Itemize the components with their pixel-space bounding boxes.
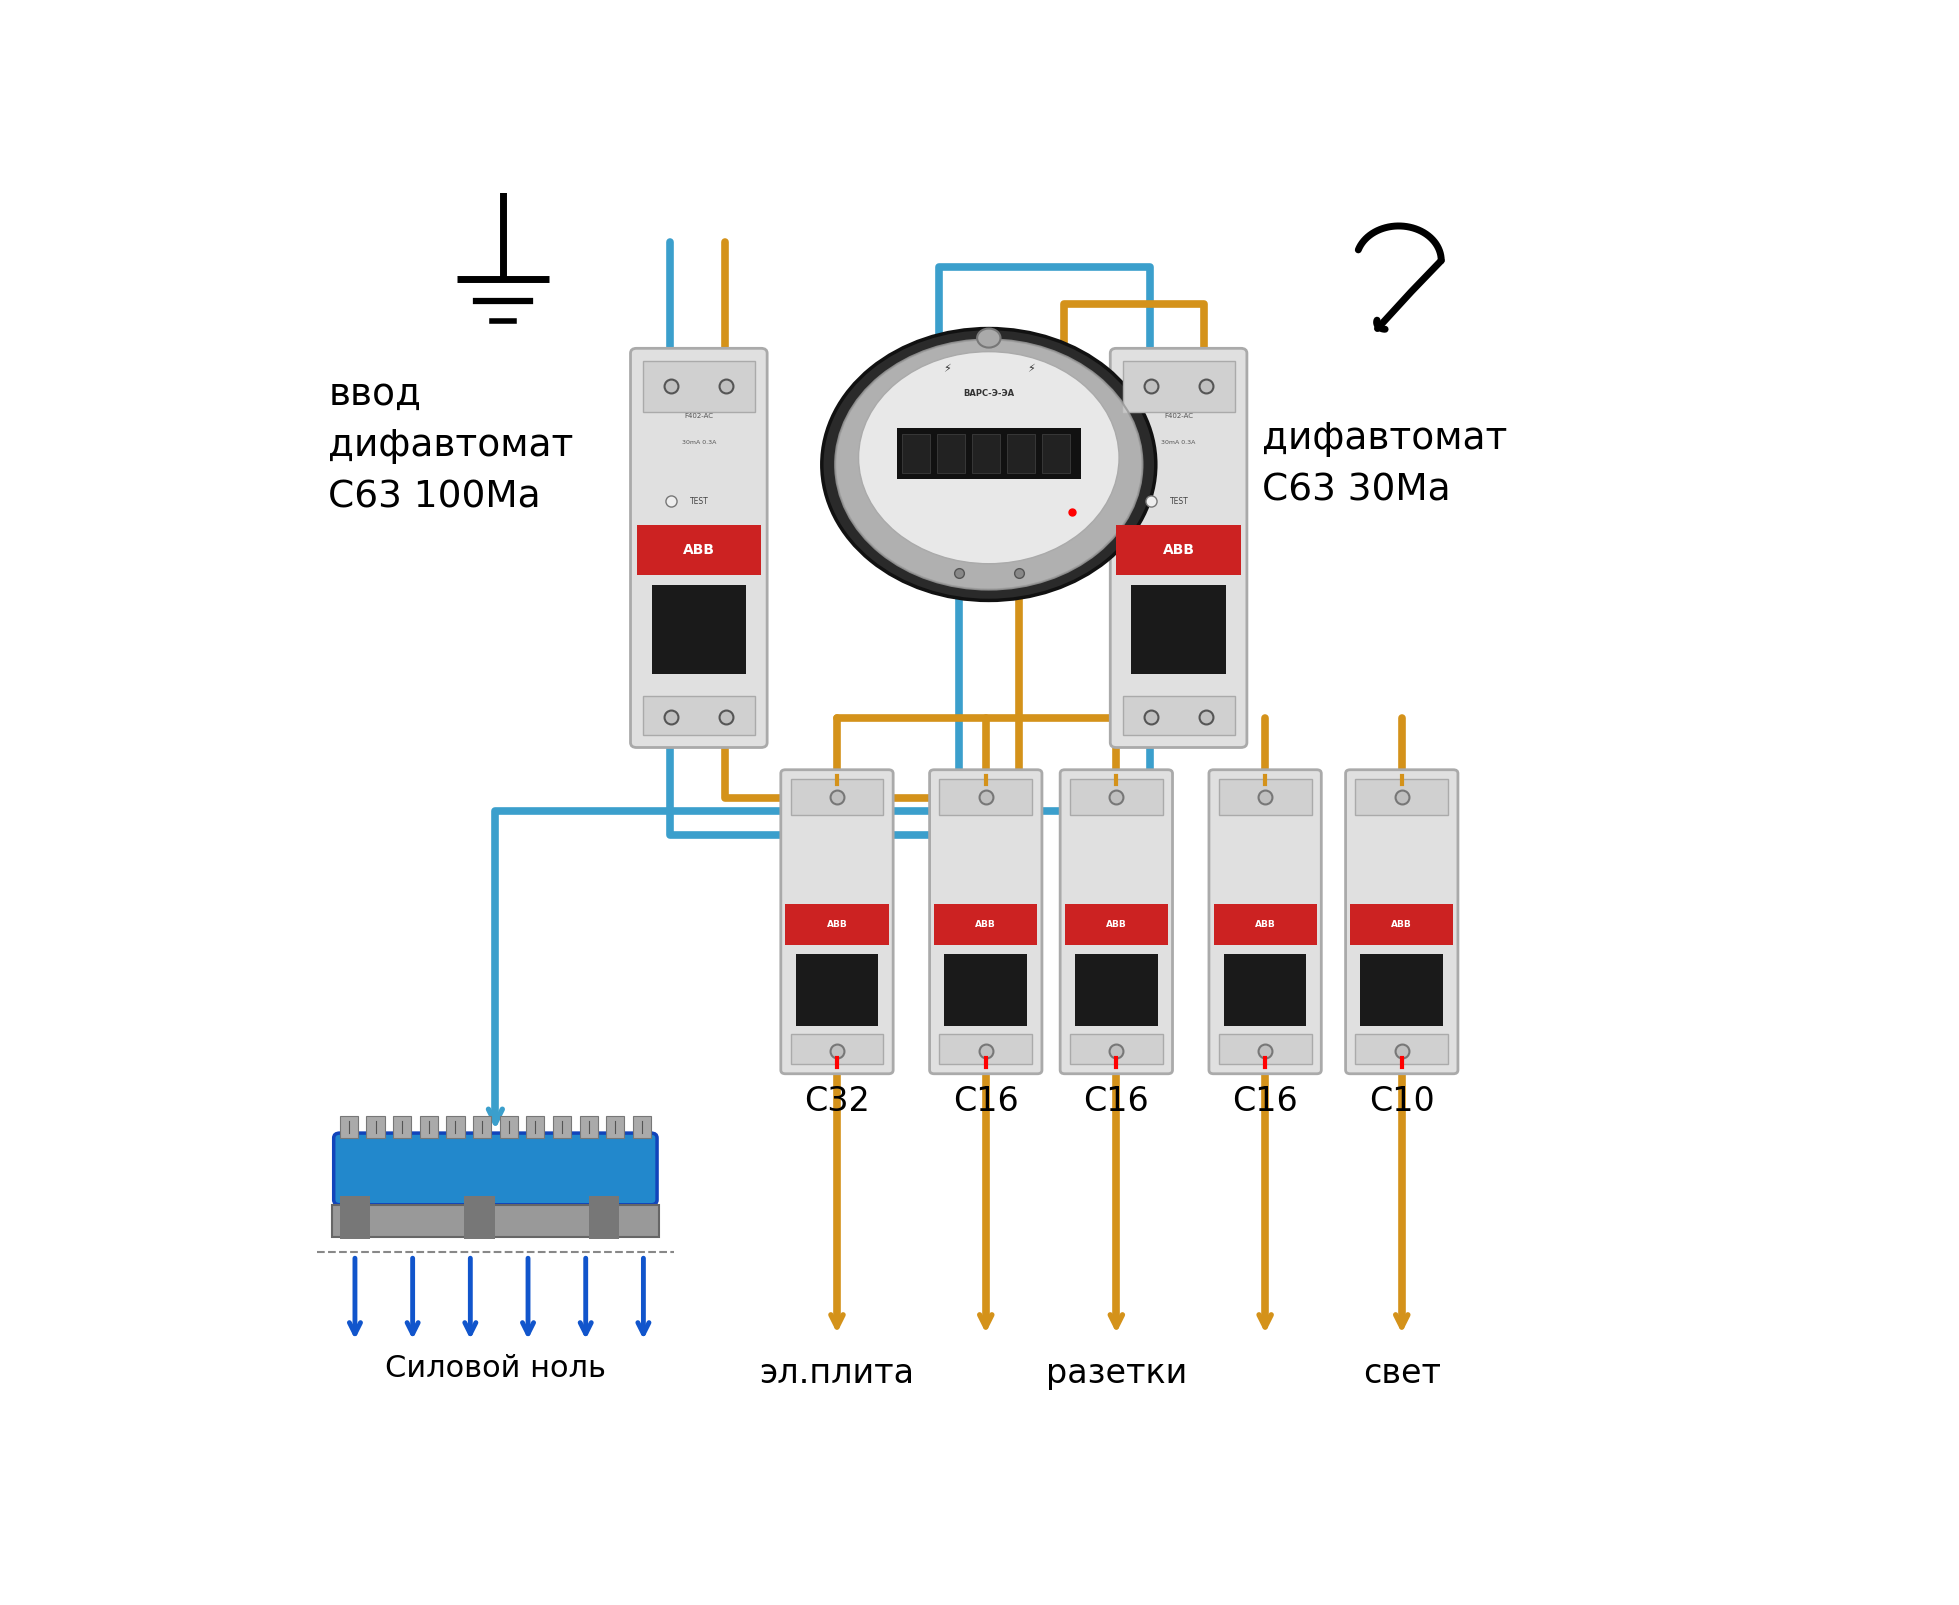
Bar bbox=[1218, 780, 1313, 815]
Bar bbox=[791, 780, 884, 815]
Text: ABB: ABB bbox=[1256, 920, 1275, 929]
Text: разетки: разетки bbox=[1046, 1356, 1187, 1390]
Text: Силовой ноль: Силовой ноль bbox=[384, 1355, 605, 1384]
Bar bbox=[366, 1115, 384, 1138]
Text: С10: С10 bbox=[1369, 1085, 1434, 1119]
Bar bbox=[1066, 904, 1168, 945]
FancyBboxPatch shape bbox=[1209, 770, 1320, 1074]
FancyBboxPatch shape bbox=[1346, 770, 1457, 1074]
Bar bbox=[938, 1035, 1032, 1064]
Bar bbox=[464, 1196, 494, 1239]
Text: ABB: ABB bbox=[1162, 542, 1195, 557]
Bar bbox=[938, 780, 1032, 815]
Bar bbox=[580, 1115, 597, 1138]
Bar bbox=[1360, 955, 1444, 1026]
Bar bbox=[1218, 1035, 1313, 1064]
Circle shape bbox=[835, 339, 1142, 589]
Bar bbox=[394, 1115, 411, 1138]
Bar bbox=[339, 1115, 358, 1138]
Bar bbox=[1224, 955, 1307, 1026]
Bar bbox=[1007, 435, 1034, 473]
Text: С16: С16 bbox=[1083, 1085, 1150, 1119]
FancyBboxPatch shape bbox=[333, 1133, 656, 1205]
Bar bbox=[643, 361, 754, 411]
Bar bbox=[1117, 525, 1240, 575]
Text: 30mA 0.3A: 30mA 0.3A bbox=[1162, 440, 1195, 445]
Text: ABB: ABB bbox=[1391, 920, 1412, 929]
Bar bbox=[1123, 697, 1234, 735]
FancyBboxPatch shape bbox=[1111, 348, 1248, 748]
Bar bbox=[500, 1115, 517, 1138]
FancyBboxPatch shape bbox=[631, 348, 768, 748]
Bar bbox=[637, 525, 762, 575]
Text: TEST: TEST bbox=[1170, 496, 1189, 506]
Bar bbox=[1356, 780, 1448, 815]
Text: свет: свет bbox=[1363, 1356, 1440, 1390]
Text: ABB: ABB bbox=[1107, 920, 1126, 929]
Text: F402-AC: F402-AC bbox=[684, 412, 713, 419]
Bar bbox=[643, 697, 754, 735]
Bar bbox=[552, 1115, 572, 1138]
Bar bbox=[786, 904, 889, 945]
Bar bbox=[1213, 904, 1316, 945]
Text: ABB: ABB bbox=[684, 542, 715, 557]
Text: 30mA 0.3A: 30mA 0.3A bbox=[682, 440, 715, 445]
Bar bbox=[1075, 955, 1158, 1026]
Bar bbox=[1042, 435, 1070, 473]
Text: ⚡: ⚡ bbox=[1027, 364, 1034, 374]
Bar bbox=[903, 435, 931, 473]
Text: С32: С32 bbox=[803, 1085, 870, 1119]
Bar bbox=[944, 955, 1027, 1026]
Text: ВАРС-Э-ЭА: ВАРС-Э-ЭА bbox=[964, 390, 1015, 398]
Bar bbox=[527, 1115, 545, 1138]
Text: С16: С16 bbox=[1232, 1085, 1299, 1119]
Bar bbox=[1070, 1035, 1164, 1064]
Bar bbox=[333, 1205, 658, 1237]
Circle shape bbox=[821, 329, 1156, 600]
Bar bbox=[633, 1115, 650, 1138]
Text: ⚡: ⚡ bbox=[942, 364, 950, 374]
Bar bbox=[652, 584, 746, 674]
Bar bbox=[419, 1115, 439, 1138]
Bar bbox=[1123, 361, 1234, 411]
Circle shape bbox=[858, 351, 1119, 563]
Text: эл.плита: эл.плита bbox=[760, 1356, 915, 1390]
Text: TEST: TEST bbox=[690, 496, 709, 506]
Bar bbox=[1356, 1035, 1448, 1064]
Bar bbox=[447, 1115, 464, 1138]
Circle shape bbox=[978, 329, 1001, 348]
Text: ввод
дифавтомат
С63 100Ма: ввод дифавтомат С63 100Ма bbox=[329, 377, 574, 515]
Bar bbox=[972, 435, 999, 473]
Bar bbox=[936, 435, 966, 473]
Bar bbox=[897, 429, 1081, 480]
Bar bbox=[339, 1196, 370, 1239]
FancyBboxPatch shape bbox=[931, 770, 1042, 1074]
Bar bbox=[934, 904, 1038, 945]
FancyBboxPatch shape bbox=[1060, 770, 1173, 1074]
Text: дифавтомат
С63 30Ма: дифавтомат С63 30Ма bbox=[1262, 421, 1508, 509]
Bar bbox=[795, 955, 878, 1026]
Text: ABB: ABB bbox=[976, 920, 995, 929]
Text: ABB: ABB bbox=[827, 920, 848, 929]
FancyBboxPatch shape bbox=[782, 770, 893, 1074]
Bar bbox=[1350, 904, 1454, 945]
Bar bbox=[605, 1115, 625, 1138]
Text: F402-AC: F402-AC bbox=[1164, 412, 1193, 419]
Bar bbox=[1070, 780, 1164, 815]
Bar bbox=[472, 1115, 492, 1138]
Bar bbox=[791, 1035, 884, 1064]
Bar bbox=[590, 1196, 619, 1239]
Bar bbox=[1130, 584, 1226, 674]
Text: С16: С16 bbox=[952, 1085, 1019, 1119]
